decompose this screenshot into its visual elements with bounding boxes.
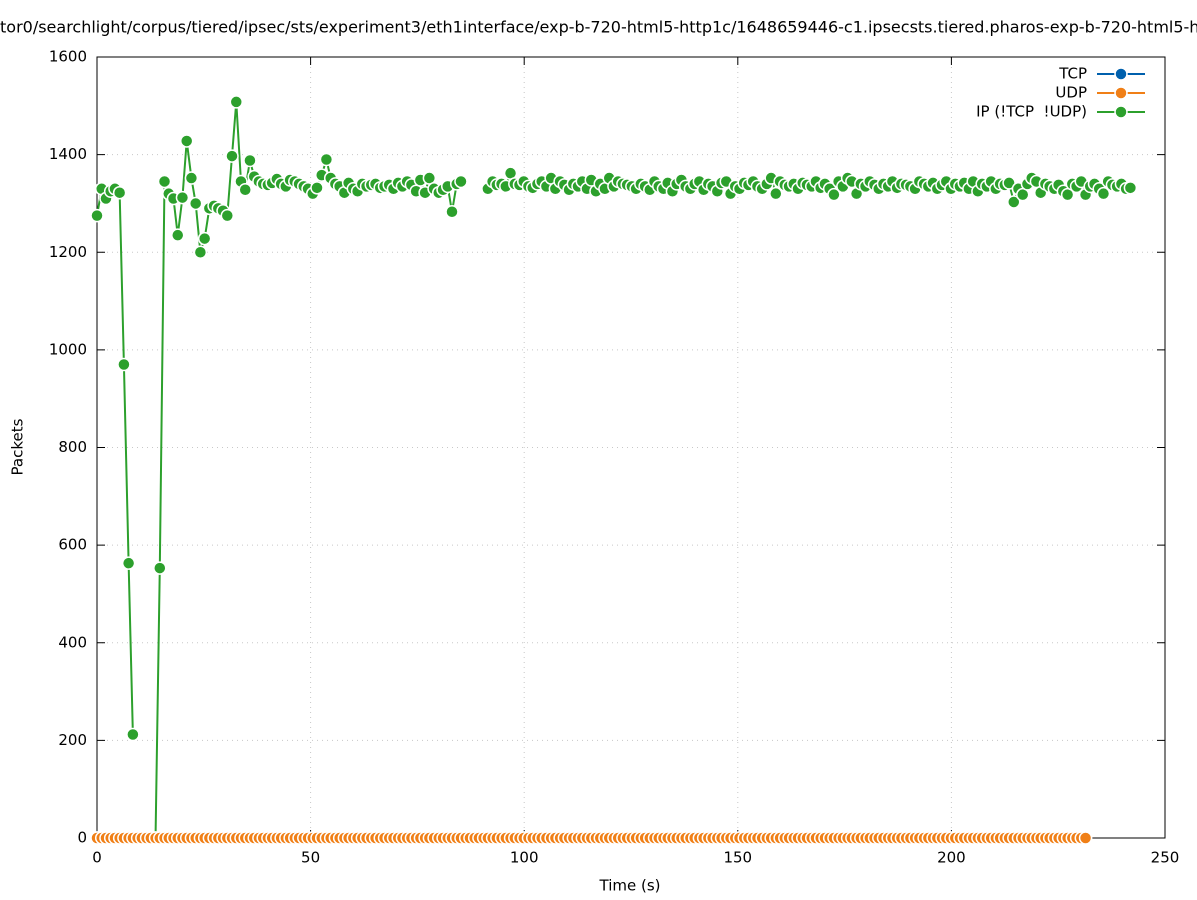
data-point bbox=[243, 153, 257, 168]
x-axis-label: Time (s) bbox=[599, 877, 661, 895]
legend-label: UDP bbox=[1055, 84, 1087, 102]
y-tick-label: 1200 bbox=[49, 243, 87, 261]
data-point bbox=[454, 174, 468, 189]
data-point bbox=[188, 196, 203, 211]
data-point bbox=[220, 208, 235, 223]
x-tick-label: 50 bbox=[301, 849, 320, 867]
y-tick-label: 1600 bbox=[49, 48, 87, 66]
x-tick-label: 150 bbox=[723, 849, 752, 867]
data-point bbox=[238, 183, 252, 197]
data-point bbox=[157, 174, 172, 189]
x-tick-label: 250 bbox=[1151, 849, 1180, 867]
x-tick-label: 100 bbox=[510, 849, 539, 867]
data-point bbox=[225, 149, 239, 163]
data-point bbox=[827, 187, 841, 202]
data-point bbox=[310, 181, 324, 195]
legend-label: TCP bbox=[1058, 65, 1087, 83]
data-point bbox=[193, 245, 208, 259]
data-point bbox=[112, 185, 127, 200]
series-line bbox=[96, 101, 1131, 839]
data-point bbox=[126, 727, 140, 742]
x-tick-label: 200 bbox=[937, 849, 966, 867]
legend-marker bbox=[1114, 105, 1128, 119]
data-point bbox=[153, 561, 167, 575]
data-point bbox=[1123, 181, 1138, 195]
y-tick-label: 800 bbox=[58, 438, 87, 456]
data-point bbox=[1002, 176, 1016, 190]
data-point bbox=[179, 134, 194, 148]
y-tick-label: 1400 bbox=[49, 145, 87, 163]
data-point bbox=[1078, 831, 1093, 845]
legend-marker bbox=[1114, 67, 1128, 81]
y-tick-label: 400 bbox=[58, 633, 87, 651]
data-point bbox=[319, 152, 334, 167]
y-tick-label: 1000 bbox=[49, 340, 87, 358]
data-point bbox=[175, 190, 190, 205]
data-point bbox=[184, 171, 199, 185]
data-point bbox=[1007, 195, 1021, 209]
data-point bbox=[1096, 186, 1111, 201]
data-point bbox=[229, 95, 244, 109]
legend-label: IP (!TCP !UDP) bbox=[976, 103, 1087, 121]
y-axis-label: Packets bbox=[9, 418, 27, 475]
y-tick-label: 0 bbox=[77, 829, 87, 847]
data-point bbox=[769, 186, 783, 201]
data-point bbox=[90, 208, 104, 223]
data-point bbox=[117, 357, 131, 372]
data-point bbox=[197, 231, 212, 246]
chart-title: tor0/searchlight/corpus/tiered/ipsec/sts… bbox=[0, 18, 1197, 37]
y-tick-label: 200 bbox=[58, 731, 87, 749]
y-tick-label: 600 bbox=[58, 536, 87, 554]
x-tick-label: 0 bbox=[92, 849, 102, 867]
data-point bbox=[445, 204, 459, 219]
data-point bbox=[121, 556, 136, 570]
data-point bbox=[170, 228, 185, 242]
legend-marker bbox=[1114, 86, 1128, 100]
